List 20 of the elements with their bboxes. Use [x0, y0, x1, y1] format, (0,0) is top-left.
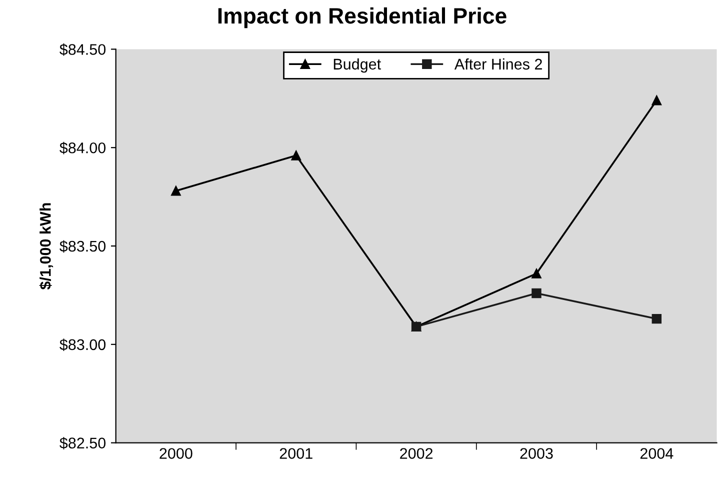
y-tick-label: $84.50 [60, 43, 106, 56]
legend-label: Budget [334, 58, 381, 73]
y-tick-label: $84.00 [60, 142, 106, 154]
x-tick-label: 2002 [400, 448, 433, 459]
y-tick-label: $83.00 [60, 338, 106, 351]
x-tick-label: 2003 [520, 448, 553, 459]
point [652, 314, 662, 324]
x-tick-label: 2000 [160, 448, 192, 459]
y-tick-label: $82.50 [60, 437, 106, 450]
legend-label: After Hines 2 [454, 58, 542, 70]
point [532, 288, 542, 298]
point [652, 96, 662, 106]
x-tick-label: 2001 [280, 448, 312, 459]
point [171, 186, 181, 196]
y-axis-title: $/1,000 kWh [39, 203, 54, 290]
point [291, 150, 301, 160]
point [532, 268, 542, 278]
y-tick-label: $83.50 [60, 240, 106, 253]
chart-title: Impact on Residential Price [218, 7, 506, 28]
x-tick-label: 2004 [640, 448, 674, 459]
